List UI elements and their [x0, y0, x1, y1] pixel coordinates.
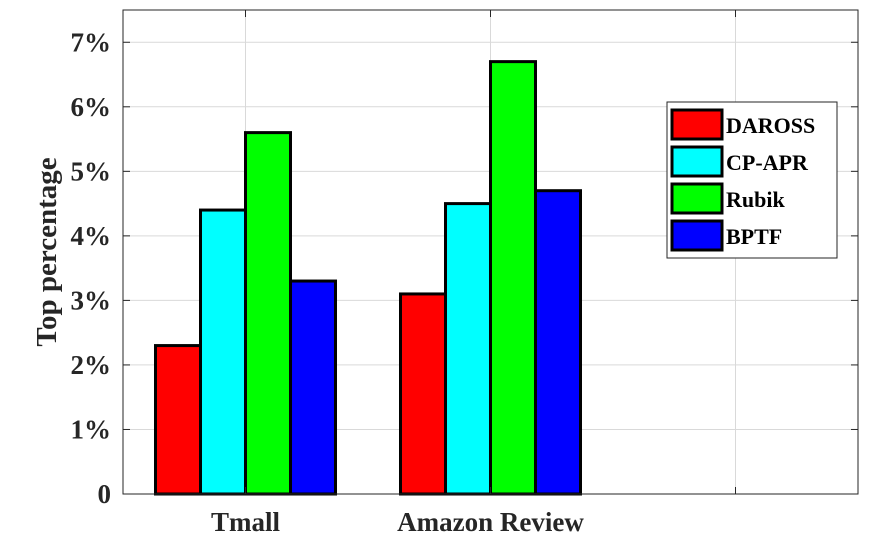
x-tick-label: Tmall	[211, 507, 281, 537]
y-tick-label: 3%	[71, 285, 112, 315]
legend-label-bptf: BPTF	[726, 224, 782, 249]
plot-border	[122, 9, 859, 495]
y-tick-label: 6%	[71, 92, 112, 122]
legend-swatch-bptf	[670, 219, 724, 252]
y-tick-label: 2%	[71, 350, 112, 380]
y-tick-label: 0	[98, 479, 112, 509]
y-tick-label: 7%	[71, 27, 112, 57]
y-axis-title: Top percentage	[31, 157, 63, 346]
legend-swatch-daross	[670, 108, 724, 141]
bar-cp-apr-tmall	[199, 208, 247, 496]
legend-swatch-rubik	[670, 182, 724, 215]
bar-daross-amazon-review	[399, 292, 447, 496]
bar-cp-apr-amazon-review	[444, 202, 492, 496]
legend-label-cp-apr: CP-APR	[726, 150, 809, 175]
bar-daross-tmall	[154, 344, 202, 496]
bar-rubik-amazon-review	[489, 60, 537, 496]
y-axis-ticks: 0 1% 2% 3% 4% 5% 6% 7%	[71, 27, 858, 509]
legend: DAROSS CP-APR Rubik BPTF	[666, 101, 838, 259]
legend-swatch-cp-apr	[670, 145, 724, 178]
y-tick-label: 4%	[71, 221, 112, 251]
x-axis-labels: Tmall Amazon Review	[211, 10, 736, 537]
legend-label-daross: DAROSS	[726, 113, 815, 138]
y-tick-label: 5%	[71, 156, 112, 186]
bar-rubik-tmall	[244, 131, 292, 496]
legend-label-rubik: Rubik	[726, 187, 785, 212]
x-tick-label: Amazon Review	[397, 507, 584, 537]
y-tick-label: 1%	[71, 414, 112, 444]
bar-bptf-tmall	[289, 279, 337, 496]
bar-bptf-amazon-review	[534, 189, 582, 496]
